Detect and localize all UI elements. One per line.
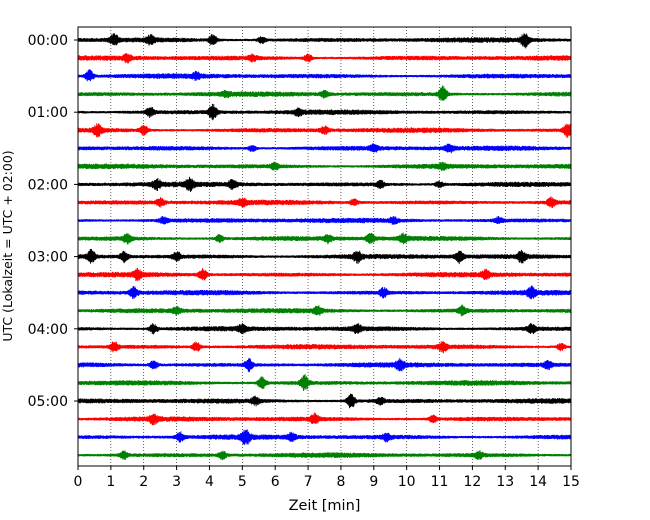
x-tick-label: 9 bbox=[369, 474, 378, 490]
x-tick-label: 2 bbox=[139, 474, 148, 490]
trace-row-12 bbox=[77, 248, 572, 265]
trace-row-0 bbox=[77, 33, 572, 49]
plot-background bbox=[78, 27, 571, 466]
trace-row-11 bbox=[77, 232, 572, 245]
y-tick-label: 04:00 bbox=[28, 322, 68, 338]
trace-row-5 bbox=[77, 123, 572, 138]
trace-row-18 bbox=[77, 357, 572, 373]
vertical-gridlines bbox=[110, 27, 539, 466]
x-tick-label: 4 bbox=[205, 474, 214, 490]
x-tick-label: 12 bbox=[463, 474, 481, 490]
trace-row-7 bbox=[77, 161, 572, 171]
x-axis-label: Zeit [min] bbox=[289, 498, 361, 514]
y-axis-ticks: 00:00 01:00 02:00 03:00 04:00 05:00 bbox=[28, 33, 78, 410]
trace-row-3 bbox=[77, 85, 572, 101]
plot-frame bbox=[77, 26, 572, 467]
y-tick-label: 01:00 bbox=[28, 105, 68, 121]
x-tick-label: 7 bbox=[304, 474, 313, 490]
y-tick-label: 02:00 bbox=[28, 177, 68, 193]
x-tick-label: 15 bbox=[562, 474, 580, 490]
trace-row-4 bbox=[77, 103, 572, 121]
x-axis-ticks: 0 1 2 3 4 5 6 7 8 9 10 11 12 13 14 15 bbox=[74, 466, 580, 490]
x-tick-label: 1 bbox=[106, 474, 115, 490]
x-tick-label: 14 bbox=[529, 474, 547, 490]
trace-row-13 bbox=[77, 267, 572, 282]
trace-row-9 bbox=[77, 196, 572, 209]
trace-row-22 bbox=[77, 429, 572, 445]
y-tick-label: 05:00 bbox=[28, 394, 68, 410]
y-tick-label: 00:00 bbox=[28, 33, 68, 49]
trace-row-19 bbox=[77, 374, 572, 392]
trace-row-21 bbox=[77, 412, 572, 426]
x-tick-label: 3 bbox=[172, 474, 181, 490]
x-tick-label: 11 bbox=[431, 474, 449, 490]
x-tick-label: 6 bbox=[271, 474, 280, 490]
x-tick-label: 0 bbox=[74, 474, 83, 490]
trace-row-15 bbox=[77, 304, 572, 317]
trace-row-6 bbox=[77, 143, 572, 154]
x-tick-label: 10 bbox=[398, 474, 416, 490]
trace-row-17 bbox=[77, 340, 572, 354]
trace-row-8 bbox=[77, 176, 572, 192]
y-tick-label: 03:00 bbox=[28, 250, 68, 266]
trace-row-14 bbox=[77, 285, 572, 300]
seismic-traces bbox=[77, 33, 572, 461]
x-tick-label: 13 bbox=[496, 474, 514, 490]
trace-row-16 bbox=[77, 323, 572, 335]
trace-row-2 bbox=[77, 69, 572, 82]
x-tick-label: 8 bbox=[336, 474, 345, 490]
trace-row-10 bbox=[77, 216, 572, 225]
trace-row-1 bbox=[77, 53, 572, 64]
y-axis-label: UTC (Lokalzeit = UTC + 02:00) bbox=[0, 150, 15, 341]
trace-row-23 bbox=[77, 450, 572, 461]
x-tick-label: 5 bbox=[238, 474, 247, 490]
trace-row-20 bbox=[77, 393, 572, 409]
